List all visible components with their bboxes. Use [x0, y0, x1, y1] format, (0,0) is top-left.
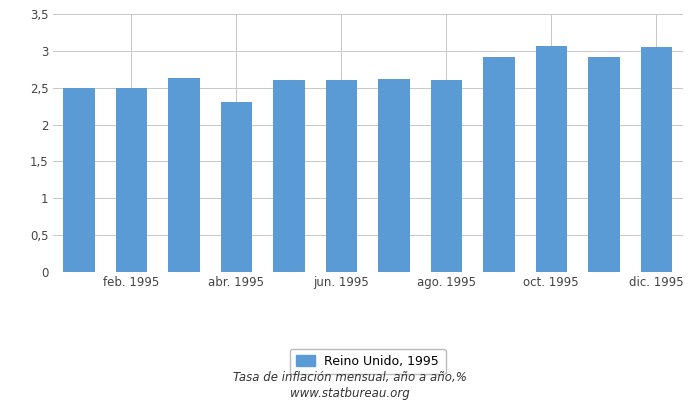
Bar: [588, 58, 620, 272]
Text: Tasa de inflación mensual, año a año,%: Tasa de inflación mensual, año a año,%: [233, 372, 467, 384]
Bar: [378, 79, 409, 272]
Bar: [116, 88, 147, 272]
Bar: [430, 80, 462, 272]
Bar: [483, 58, 514, 272]
Bar: [326, 80, 357, 272]
Text: www.statbureau.org: www.statbureau.org: [290, 388, 410, 400]
Bar: [63, 88, 94, 272]
Legend: Reino Unido, 1995: Reino Unido, 1995: [290, 349, 445, 374]
Bar: [273, 80, 304, 272]
Bar: [220, 102, 252, 272]
Bar: [536, 46, 567, 272]
Bar: [168, 78, 200, 272]
Bar: [640, 47, 672, 272]
